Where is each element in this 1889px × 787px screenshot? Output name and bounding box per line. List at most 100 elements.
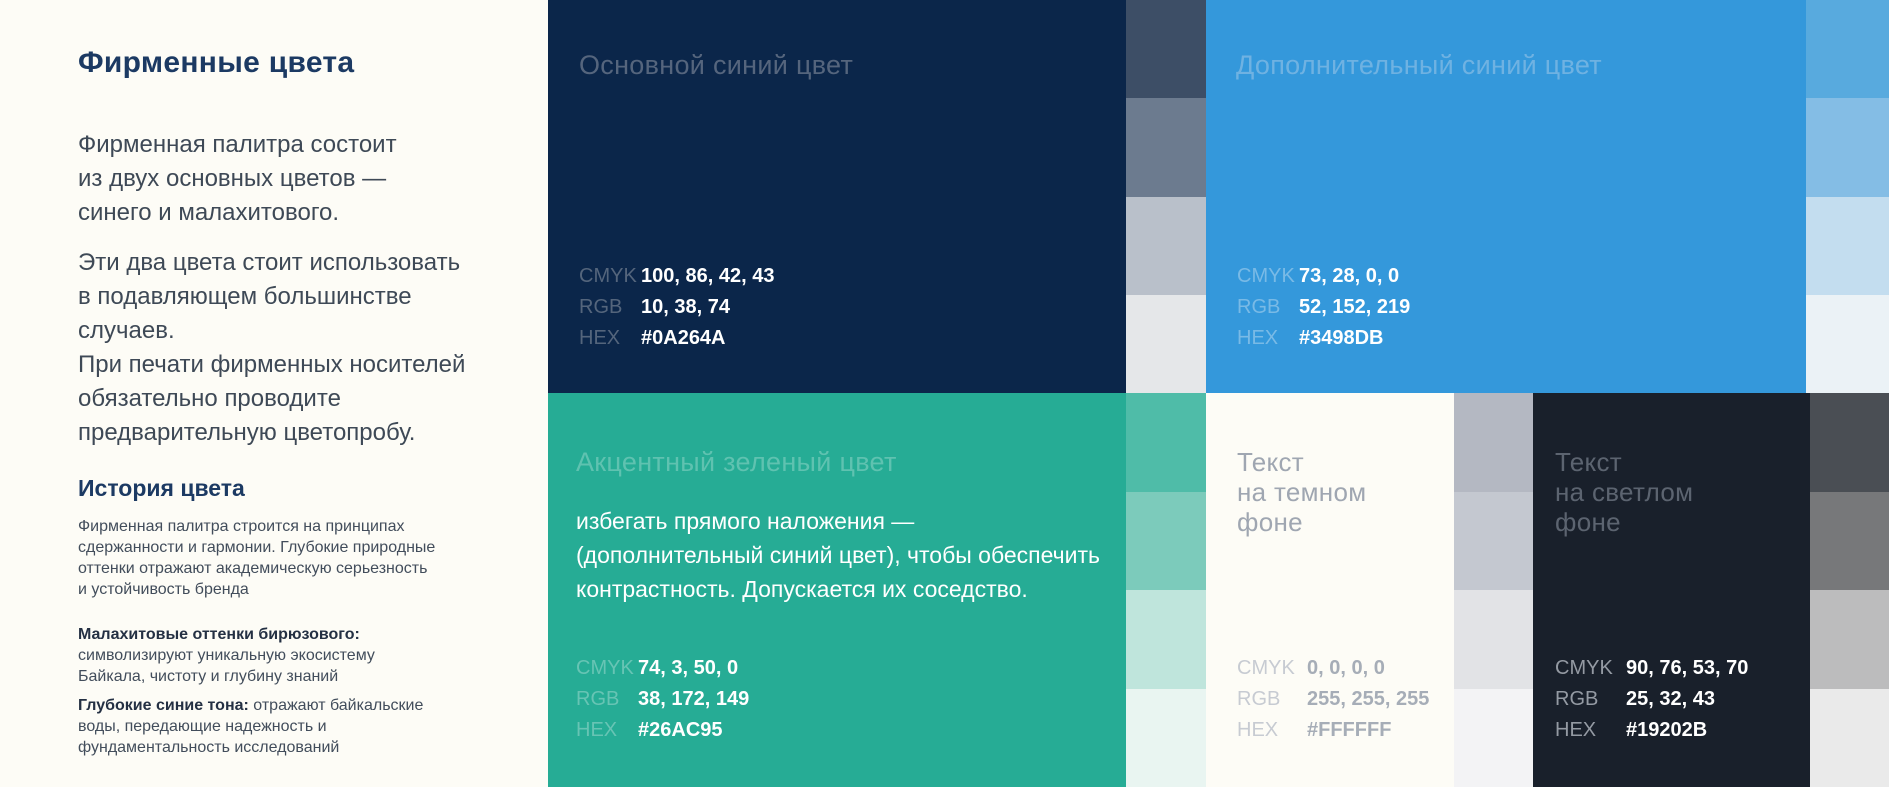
- rgb-label: RGB: [1555, 688, 1599, 710]
- description-sidebar: Фирменные цвета Фирменная палитра состои…: [0, 0, 548, 787]
- rgb-value: 38, 172, 149: [638, 688, 750, 710]
- cmyk-label: CMYK: [576, 657, 634, 679]
- tint-swatch: [1126, 294, 1206, 393]
- cmyk-label: CMYK: [1237, 657, 1295, 679]
- malachite-line: Байкала, чистоту и глубину знаний: [78, 668, 339, 685]
- intro-line: Фирменная палитра состоит: [78, 131, 397, 158]
- intro-line: из двух основных цветов —: [78, 165, 387, 192]
- rgb-label: RGB: [1237, 688, 1281, 710]
- spec-row-rgb: RGB 52, 152, 219: [1237, 296, 1410, 318]
- spec-row-hex: HEX #19202B: [1555, 719, 1748, 741]
- accent-note-line: избегать прямого наложения —: [576, 508, 915, 534]
- text-on-dark-panel: Текст на темном фоне CMYK 0, 0, 0, 0 RGB…: [1206, 393, 1454, 787]
- rgb-label: RGB: [1237, 296, 1281, 318]
- history-line: Фирменная палитра строится на принципах: [78, 518, 405, 535]
- text-on-light-panel: Текст на светлом фоне CMYK 90, 76, 53, 7…: [1533, 393, 1810, 787]
- accent-green-panel: Акцентный зеленый цвет избегать прямого …: [548, 393, 1126, 787]
- tint-swatch: [1810, 688, 1889, 787]
- secondary-panel-title: Дополнительный синий цвет: [1236, 50, 1602, 80]
- usage-line: При печати фирменных носителей: [78, 351, 466, 378]
- spec-row-hex: HEX #26AC95: [576, 719, 749, 741]
- spec-row-cmyk: CMYK 90, 76, 53, 70: [1555, 657, 1748, 679]
- spec-row-rgb: RGB 10, 38, 74: [579, 296, 774, 318]
- hex-label: HEX: [576, 719, 618, 741]
- tint-swatch: [1810, 393, 1889, 492]
- spec-row-cmyk: CMYK 100, 86, 42, 43: [579, 265, 774, 287]
- spec-row-cmyk: CMYK 74, 3, 50, 0: [576, 657, 749, 679]
- title-line: фоне: [1555, 507, 1621, 537]
- deep-blue-first-line: Глубокие синие тона: отражают байкальски…: [78, 695, 484, 716]
- tint-swatch: [1806, 294, 1889, 393]
- tint-swatch: [1126, 590, 1206, 689]
- hex-value: #3498DB: [1299, 327, 1384, 349]
- navy-tint-column: [1126, 0, 1206, 393]
- cmyk-value: 90, 76, 53, 70: [1626, 657, 1749, 679]
- dark-gray-tint-column: [1810, 393, 1889, 787]
- accent-note-line: контрастность. Допускается их соседство.: [576, 576, 1028, 602]
- text-on-light-title: Текст на светлом фоне: [1555, 447, 1810, 537]
- accent-note-line: (дополнительный синий цвет), чтобы обесп…: [576, 542, 1101, 568]
- hex-label: HEX: [1237, 719, 1279, 741]
- deep-blue-line: воды, передающие надежность и: [78, 718, 327, 735]
- tint-swatch: [1454, 393, 1533, 492]
- title-line: на темном: [1237, 477, 1367, 507]
- tint-swatch: [1126, 393, 1206, 492]
- text-on-light-specs: CMYK 90, 76, 53, 70 RGB 25, 32, 43 HEX #…: [1555, 657, 1748, 741]
- rgb-label: RGB: [576, 688, 620, 710]
- text-on-dark-title: Текст на темном фоне: [1237, 447, 1454, 537]
- rgb-value: 255, 255, 255: [1307, 688, 1430, 710]
- tint-swatch: [1126, 0, 1206, 99]
- tint-swatch: [1126, 688, 1206, 787]
- text-on-dark-specs: CMYK 0, 0, 0, 0 RGB 255, 255, 255 HEX #F…: [1237, 657, 1429, 741]
- intro-paragraph: Фирменная палитра состоит из двух основн…: [78, 128, 484, 230]
- spec-row-hex: HEX #3498DB: [1237, 327, 1410, 349]
- secondary-blue-panel: Дополнительный синий цвет CMYK 73, 28, 0…: [1206, 0, 1806, 393]
- spec-row-hex: HEX #0A264A: [579, 327, 774, 349]
- hex-value: #19202B: [1626, 719, 1708, 741]
- history-paragraph: Фирменная палитра строится на принципах …: [78, 516, 484, 600]
- history-line: оттенки отражают академическую серьезнос…: [78, 560, 428, 577]
- tint-swatch: [1806, 196, 1889, 295]
- usage-line: предварительную цветопробу.: [78, 419, 416, 446]
- accent-color-specs: CMYK 74, 3, 50, 0 RGB 38, 172, 149 HEX #…: [576, 657, 749, 741]
- accent-panel-title: Акцентный зеленый цвет: [576, 447, 897, 477]
- deep-blue-heading: Глубокие синие тона:: [78, 697, 249, 714]
- spec-row-rgb: RGB 255, 255, 255: [1237, 688, 1429, 710]
- history-line: и устойчивость бренда: [78, 581, 249, 598]
- gray-tint-column: [1454, 393, 1533, 787]
- usage-line: Эти два цвета стоит использовать: [78, 249, 461, 276]
- tint-swatch: [1810, 491, 1889, 590]
- accent-panel-note: избегать прямого наложения — (дополнител…: [576, 504, 1126, 606]
- tint-swatch: [1454, 688, 1533, 787]
- swatch-grid: Основной синий цвет CMYK 100, 86, 42, 43…: [548, 0, 1889, 787]
- tint-swatch: [1806, 0, 1889, 99]
- title-line: Текст: [1555, 447, 1622, 477]
- spec-row-rgb: RGB 25, 32, 43: [1555, 688, 1748, 710]
- hex-value: #26AC95: [638, 719, 723, 741]
- primary-blue-panel: Основной синий цвет CMYK 100, 86, 42, 43…: [548, 0, 1126, 393]
- green-tint-column: [1126, 393, 1206, 787]
- tint-swatch: [1454, 590, 1533, 689]
- rgb-value: 25, 32, 43: [1626, 688, 1715, 710]
- hex-label: HEX: [579, 327, 621, 349]
- title-line: Текст: [1237, 447, 1304, 477]
- hex-label: HEX: [1237, 327, 1279, 349]
- tint-swatch: [1126, 491, 1206, 590]
- tint-swatch: [1454, 491, 1533, 590]
- cmyk-value: 73, 28, 0, 0: [1299, 265, 1400, 287]
- cmyk-value: 0, 0, 0, 0: [1307, 657, 1385, 679]
- secondary-color-specs: CMYK 73, 28, 0, 0 RGB 52, 152, 219 HEX #…: [1237, 265, 1410, 349]
- rgb-value: 10, 38, 74: [641, 296, 730, 318]
- usage-line: обязательно проводите: [78, 385, 341, 412]
- intro-line: синего и малахитового.: [78, 199, 340, 226]
- cmyk-value: 74, 3, 50, 0: [638, 657, 739, 679]
- blue-tint-column: [1806, 0, 1889, 393]
- spec-row-cmyk: CMYK 0, 0, 0, 0: [1237, 657, 1429, 679]
- primary-panel-title: Основной синий цвет: [579, 50, 854, 80]
- title-line: на светлом: [1555, 477, 1694, 507]
- hex-value: #FFFFFF: [1307, 719, 1392, 741]
- spec-row-rgb: RGB 38, 172, 149: [576, 688, 749, 710]
- malachite-heading: Малахитовые оттенки бирюзового:: [78, 626, 360, 643]
- rgb-label: RGB: [579, 296, 623, 318]
